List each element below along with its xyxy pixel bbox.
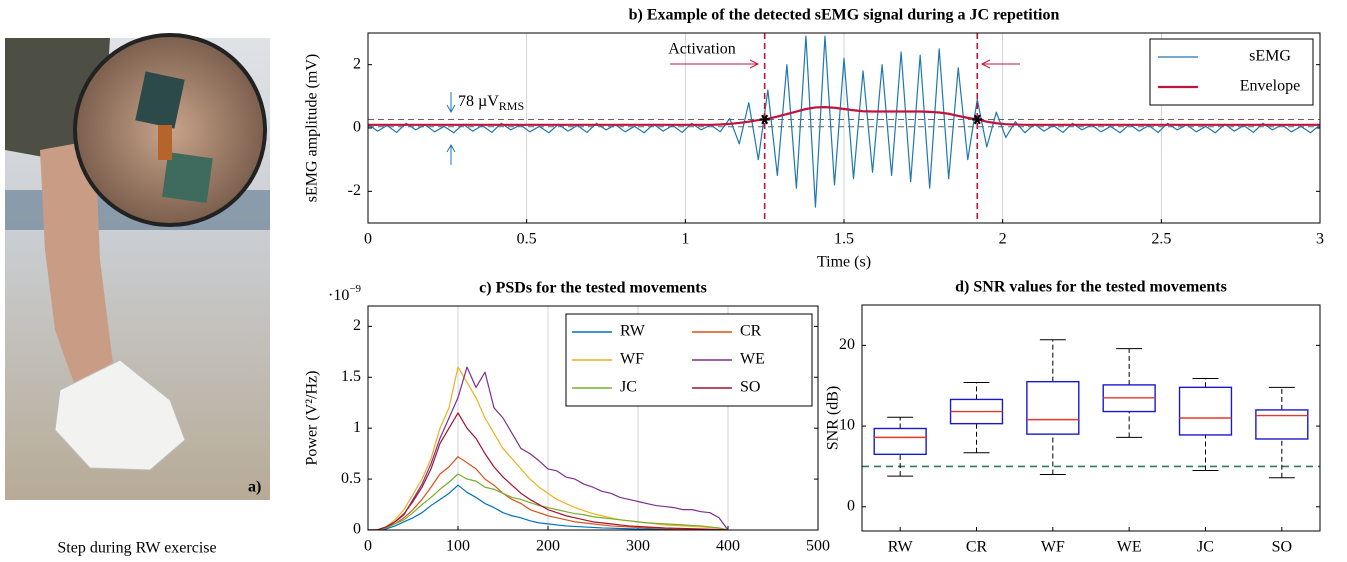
legend-label: JC [620, 379, 637, 396]
y-axis-label: sEMG amplitude (mV) [304, 54, 321, 202]
box [1255, 409, 1309, 440]
x-tick-label: 400 [716, 538, 740, 555]
onset-marker [972, 114, 983, 125]
x-tick-label: WF [1041, 539, 1065, 556]
x-tick-label: 1.5 [834, 231, 854, 248]
x-tick-label: 2.5 [1151, 231, 1171, 248]
y-tick-label: 1.5 [341, 368, 361, 385]
plot-frame [861, 304, 1321, 532]
y-tick-label: 0.5 [341, 470, 361, 487]
y-tick-label: 2 [353, 317, 361, 334]
y-tick-label: 1 [353, 419, 361, 436]
annotation-arrow [980, 59, 1020, 69]
photo [5, 33, 270, 500]
x-tick-label: 2 [999, 231, 1007, 248]
x-tick-label: 0 [364, 538, 372, 555]
x-axis-label: Time (s) [817, 254, 871, 271]
x-tick-label: JC [1197, 539, 1214, 556]
annotation: Activation [668, 41, 736, 58]
caption: Step during RW exercise [57, 540, 216, 557]
y-tick-label: 0 [353, 119, 361, 136]
series-line [368, 106, 1320, 126]
annotation-arrow [446, 143, 456, 165]
legend-label: CR [740, 323, 762, 340]
legend-label: WF [620, 351, 644, 368]
x-tick-label: 300 [626, 538, 650, 555]
series-line [368, 412, 729, 530]
plot-frame [367, 305, 819, 531]
legend-label: RW [620, 323, 646, 340]
series-line [368, 366, 729, 530]
y-multiplier-part: −9 [349, 283, 361, 295]
chart-title: d) SNR values for the tested movements [955, 279, 1227, 296]
x-tick-label: 3 [1316, 231, 1324, 248]
x-tick-label: 100 [446, 538, 470, 555]
y-tick-label: 0 [847, 497, 855, 514]
legend-label: WE [740, 351, 765, 368]
x-tick-label: 500 [806, 538, 830, 555]
y-tick-label: -2 [348, 182, 361, 199]
box [1178, 386, 1233, 436]
chart-title: b) Example of the detected sEMG signal d… [629, 7, 1060, 24]
x-tick-label: RW [888, 539, 914, 556]
x-tick-label: SO [1272, 539, 1292, 556]
x-tick-label: 1 [681, 231, 689, 248]
x-tick-label: 0 [364, 231, 372, 248]
series-line [368, 366, 729, 530]
legend-box [1149, 38, 1314, 106]
x-tick-label: WE [1117, 539, 1142, 556]
y-axis-label: Power (V²/Hz) [304, 371, 321, 466]
y-tick-label: 10 [839, 417, 855, 434]
annotation: 78 µVRMS [458, 93, 524, 113]
y-axis-label: SNR (dB) [825, 386, 842, 450]
plot-frame [367, 32, 1321, 224]
panel-label: a) [248, 479, 261, 496]
annotation-arrow [446, 92, 456, 114]
y-tick-label: 0 [353, 521, 361, 538]
y-multiplier: ·10−9 [328, 283, 362, 304]
y-multiplier-part: ·10 [328, 287, 349, 304]
x-tick-label: CR [966, 539, 988, 556]
annotation-arrow [670, 59, 760, 69]
annotation-part: 78 µV [458, 93, 499, 110]
legend-label: SO [740, 379, 760, 396]
series-line [368, 473, 729, 530]
series-line [368, 35, 1320, 208]
annotation-part: RMS [499, 99, 524, 113]
chart-title: c) PSDs for the tested movements [479, 280, 707, 297]
box [873, 427, 927, 456]
legend-label: sEMG [1249, 48, 1291, 65]
legend-label: Envelope [1240, 78, 1300, 95]
box [1026, 380, 1080, 435]
y-tick-label: 2 [353, 55, 361, 72]
x-tick-label: 200 [536, 538, 560, 555]
onset-marker [759, 114, 770, 125]
series-line [368, 484, 729, 530]
x-axis-label: Frequency (Hz) [543, 561, 644, 562]
x-tick-label: 0.5 [517, 231, 537, 248]
y-tick-label: 20 [839, 336, 855, 353]
